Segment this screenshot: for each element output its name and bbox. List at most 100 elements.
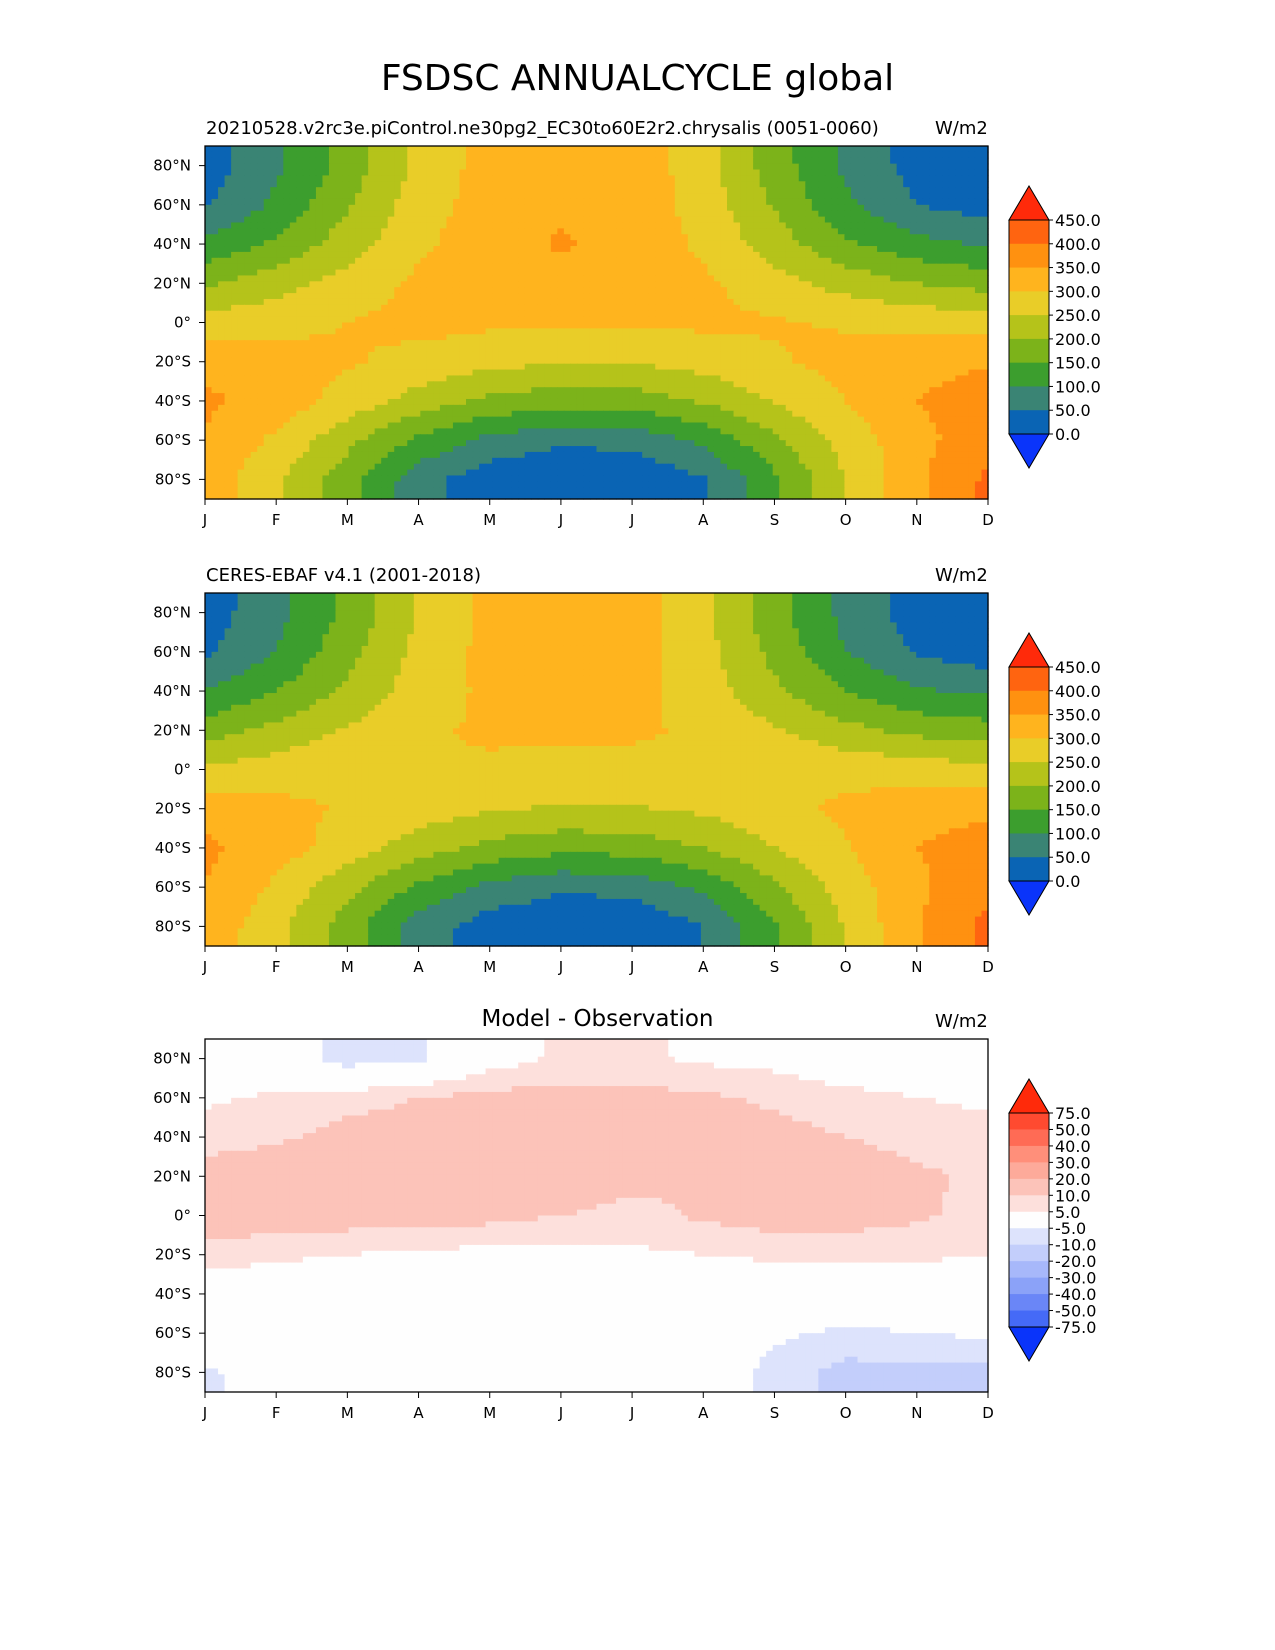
y-tick-label: 80°N [153,157,191,175]
colorbar-bin [1009,1244,1049,1262]
colorbar-frame [1008,1112,1050,1328]
panel2-left-title: CERES-EBAF v4.1 (2001-2018) [206,565,481,586]
colorbar-bin [1009,1178,1049,1196]
contour-fill [205,593,989,947]
y-tick-label: 60°N [153,196,191,214]
colorbar-bin [1009,1310,1049,1328]
colorbar-bin [1009,243,1049,268]
colorbar-extend-max [1008,632,1050,668]
colorbar-bin [1009,714,1049,739]
contour-fill [205,1039,989,1393]
x-tick-label: M [483,958,496,976]
x-tick-label: D [982,958,994,976]
panel2-colorbar: 450.0 400.0 350.0 300.0 250.0 200.0 150.0 100.0… [1008,632,1101,916]
colorbar-label: 50.0 [1055,848,1091,867]
colorbar-bin [1009,809,1049,834]
x-tick-label: N [911,511,922,529]
x-tick-label: S [770,511,780,529]
colorbar-frame [1008,219,1050,435]
colorbar-label: 0.0 [1055,872,1080,891]
y-tick-label: 0° [174,1207,191,1225]
colorbar-label: 50.0 [1055,401,1091,420]
colorbar-label: 300.0 [1055,282,1101,301]
x-tick-label: M [341,511,354,529]
y-tick-label: 60°N [153,643,191,661]
panel3-colorbar: 75.050.040.030.020.010.05.0-5.0-10.0-20.… [1008,1078,1096,1362]
x-tick-label: S [770,958,780,976]
panel3-center-title: Model - Observation [206,1006,989,1032]
colorbar-bin [1009,1195,1049,1213]
y-tick-label: 40°S [155,839,191,857]
y-tick-label: 40°N [153,235,191,253]
colorbar-label: 50.0 [1055,1120,1091,1139]
colorbar-label: -30.0 [1055,1269,1096,1288]
colorbar-bin [1009,410,1049,435]
x-tick-label: J [202,511,207,529]
colorbar-extend-min [1008,1326,1050,1362]
colorbar-bin [1009,667,1049,692]
x-tick-label: O [840,958,852,976]
colorbar-label: 350.0 [1055,259,1101,278]
y-tick-label: 40°N [153,682,191,700]
colorbar-label: 150.0 [1055,801,1101,820]
x-tick-label: M [483,1404,496,1422]
x-tick-label: J [629,958,634,976]
colorbar-label: 200.0 [1055,777,1101,796]
x-tick-label: D [982,511,994,529]
y-tick-label: 40°S [155,1285,191,1303]
panel1-left-title: 20210528.v2rc3e.piControl.ne30pg2_EC30to… [206,118,879,139]
y-tick-label: 40°N [153,1128,191,1146]
colorbar-label: -50.0 [1055,1302,1096,1321]
y-tick-label: 80°S [155,1363,191,1381]
colorbar-bin [1009,738,1049,763]
y-tick-label: 60°S [155,431,191,449]
colorbar-bin [1009,857,1049,882]
colorbar-label: 0.0 [1055,425,1080,444]
y-tick-label: 80°N [153,604,191,622]
colorbar-label: 450.0 [1055,658,1101,677]
x-tick-label: F [272,1404,281,1422]
colorbar-bin [1009,220,1049,245]
colorbar-bin [1009,1129,1049,1147]
colorbar-label: 20.0 [1055,1170,1091,1189]
colorbar-bin [1009,690,1049,715]
contour-fill [205,146,989,500]
panel2-contour-plot: J F M A M J J A S O N D 80°N 60°N 40°N 20°N 0° 20°S 40°S 60… [153,592,994,976]
y-tick-label: 20°S [155,800,191,818]
colorbar-bin [1009,291,1049,316]
panel3-contour-plot: J F M A M J J A S O N D 80°N 60°N 40°N 20°N 0° 20°S 40°S 60… [153,1038,994,1422]
colorbar-label: 450.0 [1055,211,1101,230]
y-tick-label: 60°S [155,878,191,896]
y-tick-label: 20°N [153,274,191,292]
x-tick-label: A [698,1404,709,1422]
colorbar-extend-min [1008,880,1050,916]
panel1-colorbar: 450.0 400.0 350.0 300.0 250.0 200.0 150.0 100.0… [1008,185,1101,469]
colorbar-bin [1009,267,1049,292]
colorbar-label: -10.0 [1055,1236,1096,1255]
x-tick-label: J [202,1404,207,1422]
colorbar-bin [1009,1277,1049,1295]
x-tick-label: M [341,1404,354,1422]
colorbar-extend-max [1008,1078,1050,1114]
x-tick-label: O [840,1404,852,1422]
y-tick-label: 20°S [155,353,191,371]
x-tick-label: M [341,958,354,976]
colorbar-bin [1009,1211,1049,1229]
panel1-units: W/m2 [935,118,988,139]
colorbar-extend-max [1008,185,1050,221]
x-tick-label: O [840,511,852,529]
colorbar-label: -20.0 [1055,1252,1096,1271]
colorbar-label: 100.0 [1055,377,1101,396]
y-tick-label: 80°S [155,470,191,488]
x-tick-label: J [629,511,634,529]
colorbar-label: -5.0 [1055,1219,1086,1238]
y-tick-label: 20°N [153,721,191,739]
colorbar-bin [1009,362,1049,387]
colorbar-bin [1009,386,1049,411]
colorbar-label: 75.0 [1055,1104,1091,1123]
colorbar-label: -75.0 [1055,1318,1096,1337]
x-tick-label: N [911,958,922,976]
colorbar-label: 10.0 [1055,1186,1091,1205]
colorbar-label: -40.0 [1055,1285,1096,1304]
x-tick-label: A [413,1404,424,1422]
